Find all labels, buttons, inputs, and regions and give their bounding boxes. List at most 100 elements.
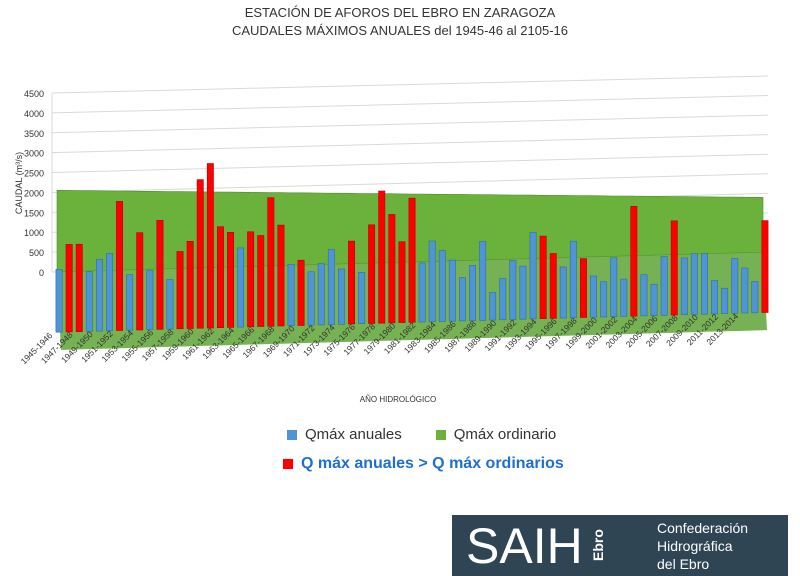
legend-swatch-highlight: [283, 459, 293, 469]
logo-ebro-text: Ebro: [590, 529, 606, 561]
bar-1980-1981: [408, 197, 416, 323]
gridline-3000: [51, 134, 769, 154]
bar-1995-1996: [559, 266, 567, 319]
bar-1983-1984: [438, 250, 446, 322]
bar-1985-1986: [458, 277, 466, 322]
bar-1963-1964: [237, 247, 244, 328]
bar-2004-2005: [650, 283, 658, 316]
bar-1970-1971: [307, 271, 315, 326]
bar-1991-1992: [519, 265, 527, 320]
bar-1945-1946: [55, 269, 63, 333]
bar-2013-2014: [741, 267, 749, 314]
gridline-2000: [51, 173, 769, 193]
bar-1968-1969: [287, 264, 295, 326]
bar-1961-1962: [217, 226, 224, 328]
bar-1956-1957: [166, 279, 174, 330]
bar-1974-1975: [348, 240, 355, 325]
chart-title-block: ESTACIÓN DE AFOROS DEL EBRO EN ZARAGOZA …: [0, 4, 800, 40]
y-tick-label-1000: 1000: [24, 228, 44, 238]
bar-1981-1982: [418, 262, 426, 323]
legend-row-2: Q máx anuales > Q máx ordinarios: [283, 455, 564, 473]
bar-1957-1958: [176, 251, 184, 330]
bar-1954-1955: [146, 269, 154, 330]
y-tick-label-4000: 4000: [24, 109, 44, 119]
bar-1994-1995: [549, 253, 557, 319]
bar-2009-2010: [700, 253, 708, 315]
gridline-4000: [51, 95, 769, 114]
bar-1984-1985: [448, 259, 456, 322]
bar-1997-1998: [579, 258, 587, 318]
y-tick-label-500: 500: [29, 248, 44, 258]
bar-1979-1980: [398, 241, 406, 323]
gridline-3500: [51, 114, 769, 134]
x-axis-label: AÑO HIDROLÓGICO: [360, 395, 436, 404]
bar-1990-1991: [509, 260, 517, 320]
bar-1966-1967: [267, 197, 275, 327]
legend-swatch-annual: [287, 429, 297, 440]
bar-1972-1973: [327, 249, 335, 325]
y-tick-label-1500: 1500: [24, 208, 44, 218]
bar-2008-2009: [690, 253, 698, 315]
bar-1964-1965: [247, 231, 255, 328]
bar-1987-1988: [479, 241, 487, 321]
chart-subtitle: CAUDALES MÁXIMOS ANUALES del 1945-46 al …: [231, 23, 568, 38]
bar-1976-1977: [368, 224, 376, 324]
bar-2010-2011: [711, 280, 719, 315]
bar-1946-1947: [65, 244, 73, 333]
bar-1996-1997: [569, 240, 577, 319]
y-tick-label-4500: 4500: [24, 89, 44, 99]
y-tick-label-2000: 2000: [24, 188, 44, 198]
bar-2014-2015: [751, 281, 759, 314]
bar-1973-1974: [337, 268, 345, 325]
bar-1947-1948: [75, 243, 83, 332]
bar-1952-1953: [126, 274, 134, 331]
bar-2000-2001: [610, 257, 618, 317]
bar-2005-2006: [660, 256, 668, 316]
bar-1969-1970: [297, 259, 305, 326]
bar-1955-1956: [156, 220, 164, 330]
legend-row-1: Qmáx anuales Qmáx ordinario: [287, 426, 556, 443]
bar-2006-2007: [670, 220, 678, 316]
bar-1967-1968: [277, 224, 285, 327]
bar-1950-1951: [106, 253, 113, 332]
bar-1960-1961: [206, 163, 214, 329]
legend-swatch-ordinary: [435, 429, 446, 440]
bar-1989-1990: [499, 278, 507, 321]
bar-2007-2008: [680, 257, 688, 315]
logo-line-1: Confederación: [657, 520, 749, 536]
bar-1999-2000: [600, 281, 608, 318]
bar-2001-2002: [620, 278, 628, 317]
bar-1988-1989: [489, 292, 497, 321]
logo-line-2: Hidrográfica: [657, 538, 733, 554]
bar-1993-1994: [539, 235, 547, 320]
bar-1958-1959: [186, 241, 194, 329]
bar-2002-2003: [630, 206, 638, 317]
bar-1982-1983: [428, 240, 436, 323]
bar-1971-1972: [317, 263, 325, 326]
bar-1977-1978: [378, 190, 386, 324]
bar-2003-2004: [640, 274, 648, 317]
legend-label-highlight: Q máx anuales > Q máx ordinarios: [301, 455, 564, 472]
bar-2012-2013: [731, 258, 739, 314]
gridline-4500: [51, 75, 769, 94]
y-tick-label-0: 0: [39, 268, 44, 278]
bar-1959-1960: [196, 179, 204, 329]
gridline-2500: [51, 153, 769, 174]
y-axis-label: CAUDAL (m³/s): [14, 152, 24, 214]
bar-2011-2012: [721, 287, 729, 314]
bar-1949-1950: [96, 259, 103, 332]
bar-1978-1979: [388, 214, 396, 324]
bar-1965-1966: [257, 235, 265, 327]
bar-1986-1987: [469, 265, 476, 321]
bar-1951-1952: [116, 201, 124, 331]
logo-organization-name: Confederación Hidrográfica del Ebro: [657, 519, 748, 573]
legend-label-annual: Qmáx anuales: [305, 426, 402, 443]
bar-1992-1993: [529, 232, 537, 320]
y-tick-label-3500: 3500: [24, 129, 44, 139]
bar-1962-1963: [227, 232, 234, 328]
bar-1998-1999: [590, 275, 598, 318]
saih-ebro-logo: SAIH Ebro Confederación Hidrográfica del…: [452, 515, 788, 576]
bar-1948-1949: [85, 271, 93, 332]
